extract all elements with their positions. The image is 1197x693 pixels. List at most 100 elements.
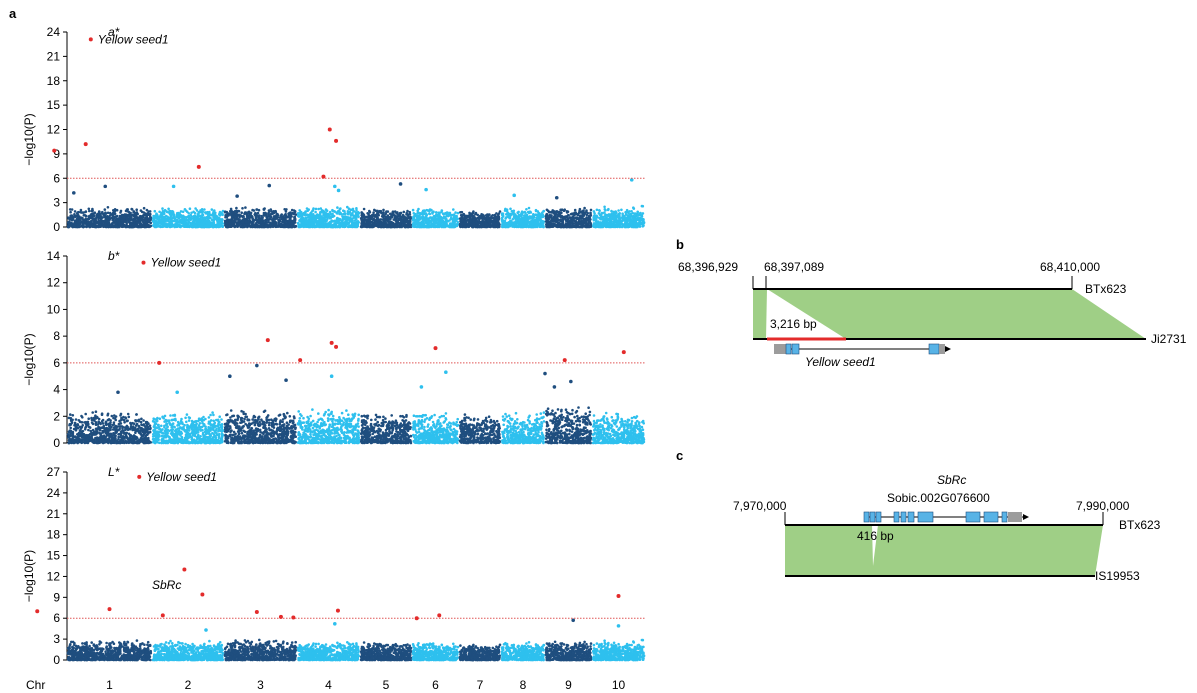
snp-point (266, 215, 269, 219)
snp-point (459, 213, 463, 217)
snp-point (507, 221, 511, 224)
snp-point (132, 217, 136, 220)
snp-point (103, 219, 106, 223)
snp-point (364, 218, 368, 222)
snp-point (269, 217, 272, 221)
snp-point (316, 222, 320, 226)
snp-point (402, 210, 406, 214)
snp-point (360, 211, 364, 214)
snp-point (501, 219, 505, 222)
snp-point (506, 212, 510, 215)
snp-point (338, 224, 342, 227)
snp-point (197, 217, 200, 220)
snp-point (422, 216, 426, 219)
snp-point (534, 208, 538, 212)
snp-point (373, 218, 377, 222)
snp-point (402, 214, 405, 218)
snp-point (268, 225, 271, 228)
snp-point (67, 225, 70, 228)
snp-point (240, 211, 243, 214)
snp-point (311, 209, 315, 212)
snp-point (249, 213, 252, 217)
snp-point (192, 215, 196, 219)
snp-point (279, 224, 283, 228)
snp-point (524, 221, 528, 225)
snp-point (225, 210, 229, 214)
snp-point (81, 225, 85, 229)
snp-point (94, 219, 97, 223)
snp-point (448, 224, 452, 228)
snp-point (179, 225, 182, 229)
snp-point (545, 214, 549, 217)
snp-point (520, 210, 524, 213)
snp-point (106, 211, 110, 215)
snp-point (436, 225, 440, 228)
snp-point (385, 215, 389, 219)
snp-point (78, 222, 82, 226)
snp-point (425, 209, 429, 212)
snp-point (435, 213, 438, 217)
snp-point (88, 209, 91, 213)
snp-point (326, 214, 329, 217)
snp-point (494, 222, 498, 226)
snp-point (503, 209, 507, 212)
snp-point (233, 210, 237, 213)
snp-point (161, 213, 164, 216)
snp-point (245, 214, 249, 218)
snp-point (308, 215, 312, 219)
snp-point (425, 213, 428, 216)
snp-point (218, 220, 222, 223)
snp-point (96, 215, 99, 218)
snp-point (503, 225, 507, 228)
snp-point (103, 223, 107, 226)
snp-point (257, 221, 261, 224)
snp-point (136, 221, 139, 224)
snp-point (87, 207, 91, 211)
snp-point (200, 214, 204, 218)
snp-point (73, 210, 77, 213)
snp-point (258, 214, 261, 217)
snp-point (370, 214, 374, 218)
snp-point (446, 224, 449, 227)
chromosome-4-points (296, 205, 361, 229)
snp-point (91, 217, 95, 221)
snp-point (405, 211, 409, 215)
snp-point (152, 224, 155, 228)
snp-point (277, 218, 281, 222)
snp-point (559, 219, 563, 222)
snp-point (355, 208, 358, 212)
snp-point (241, 207, 244, 210)
snp-point (398, 222, 402, 225)
snp-point (388, 212, 392, 216)
snp-point (243, 223, 246, 227)
snp-point (197, 211, 201, 215)
snp-point (473, 218, 476, 221)
snp-point (373, 208, 376, 212)
snp-point (254, 224, 258, 228)
snp-point (408, 216, 412, 220)
snp-point (243, 212, 247, 215)
snp-point (403, 225, 407, 229)
snp-point (247, 210, 251, 214)
snp-point (417, 207, 420, 211)
snp-point (545, 225, 548, 228)
snp-point (396, 212, 399, 216)
snp-point (309, 218, 312, 222)
snp-point (548, 215, 551, 218)
snp-point (398, 218, 402, 221)
snp-point (357, 211, 361, 215)
snp-point (607, 207, 610, 211)
snp-point (325, 209, 329, 212)
snp-point (135, 225, 139, 228)
snp-point (107, 215, 110, 219)
snp-point (169, 210, 172, 214)
snp-point (493, 213, 497, 217)
snp-point (68, 221, 71, 224)
snp-point (509, 207, 512, 211)
snp-point (482, 215, 486, 219)
snp-point (282, 223, 286, 226)
snp-point (84, 220, 87, 223)
snp-point (232, 221, 236, 224)
snp-point (73, 223, 77, 226)
